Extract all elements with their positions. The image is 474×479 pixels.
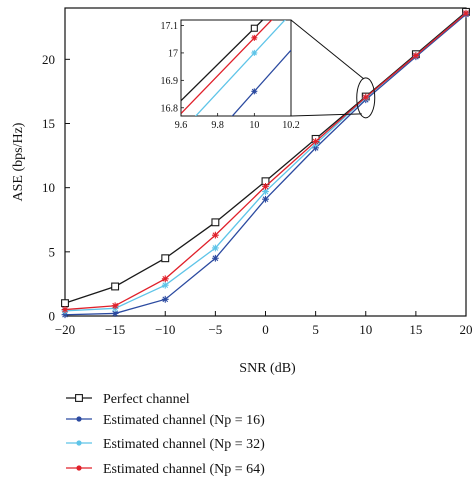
- legend-label: Estimated channel (Np = 16): [103, 413, 265, 428]
- legend-dot-marker: [76, 416, 82, 422]
- square-marker: [61, 299, 69, 308]
- x-axis-title: SNR (dB): [239, 361, 296, 376]
- y-tick-label: 5: [49, 244, 56, 259]
- inset-series-line: [194, 20, 286, 116]
- legend-item-0: Perfect channel: [66, 392, 190, 407]
- legend-label: Estimated channel (Np = 32): [103, 437, 265, 452]
- inset-series-line: [181, 20, 273, 114]
- inset-plot: [181, 20, 291, 116]
- square-marker: [161, 254, 170, 263]
- legend-item-3: Estimated channel (Np = 64): [66, 462, 265, 477]
- y-tick-label: 20: [42, 52, 55, 67]
- y-axis-title: ASE (bps/Hz): [11, 122, 26, 201]
- asterisk-marker: [111, 302, 119, 310]
- x-tick-label: −20: [55, 322, 75, 337]
- asterisk-marker: [251, 88, 258, 95]
- asterisk-marker: [312, 138, 320, 145]
- legend-item-1: Estimated channel (Np = 16): [66, 413, 265, 428]
- inset-series-line: [181, 20, 264, 102]
- inset-x-tick-label: 10: [249, 120, 259, 131]
- zoom-connector: [290, 113, 362, 117]
- x-tick-label: −10: [155, 322, 175, 337]
- inset-frame: [180, 19, 292, 117]
- x-tick-label: 5: [312, 322, 319, 337]
- asterisk-marker: [262, 188, 269, 195]
- legend-label: Perfect channel: [103, 392, 190, 407]
- asterisk-marker: [111, 310, 119, 317]
- asterisk-marker: [61, 311, 69, 319]
- zoom-ellipse: [356, 77, 376, 119]
- asterisk-marker: [61, 306, 69, 313]
- asterisk-marker: [412, 52, 420, 59]
- legend-item-2: Estimated channel (Np = 32): [66, 437, 265, 452]
- y-tick-label: 10: [42, 180, 55, 195]
- inset-x-tick-label: 9.8: [211, 120, 224, 131]
- square-marker: [211, 218, 220, 227]
- x-tick-label: 20: [460, 322, 473, 337]
- x-tick-label: −5: [208, 322, 222, 337]
- inset-y-tick-label: 17.1: [161, 21, 179, 32]
- square-marker: [111, 282, 120, 291]
- square-marker: [75, 394, 83, 402]
- y-tick-label: 0: [49, 309, 56, 324]
- asterisk-marker: [251, 49, 258, 56]
- legend-label: Estimated channel (Np = 64): [103, 462, 265, 477]
- asterisk-marker: [211, 244, 219, 252]
- zoom-connector: [290, 19, 365, 80]
- asterisk-marker: [211, 254, 219, 262]
- inset-series-line: [231, 49, 291, 116]
- asterisk-marker: [251, 34, 258, 41]
- asterisk-marker: [262, 195, 269, 203]
- inset-x-tick-label: 10.2: [282, 120, 300, 131]
- square-marker: [250, 24, 258, 32]
- x-tick-label: −15: [105, 322, 125, 337]
- asterisk-marker: [211, 231, 219, 239]
- x-tick-label: 10: [359, 322, 372, 337]
- asterisk-marker: [262, 182, 269, 190]
- asterisk-marker: [462, 9, 470, 17]
- inset-y-tick-label: 16.9: [161, 76, 179, 87]
- series-3: [61, 9, 470, 313]
- inset-y-tick-label: 17: [168, 48, 178, 59]
- asterisk-marker: [312, 144, 320, 152]
- asterisk-marker: [362, 93, 370, 101]
- asterisk-marker: [161, 281, 169, 289]
- x-tick-label: 0: [262, 322, 269, 337]
- inset-x-tick-label: 9.6: [175, 120, 188, 131]
- legend-dot-marker: [76, 440, 82, 446]
- inset-y-tick-label: 16.8: [161, 103, 179, 114]
- asterisk-marker: [161, 295, 169, 303]
- x-tick-label: 15: [409, 322, 422, 337]
- legend-dot-marker: [76, 465, 82, 471]
- asterisk-marker: [161, 275, 169, 283]
- y-tick-label: 15: [42, 116, 55, 131]
